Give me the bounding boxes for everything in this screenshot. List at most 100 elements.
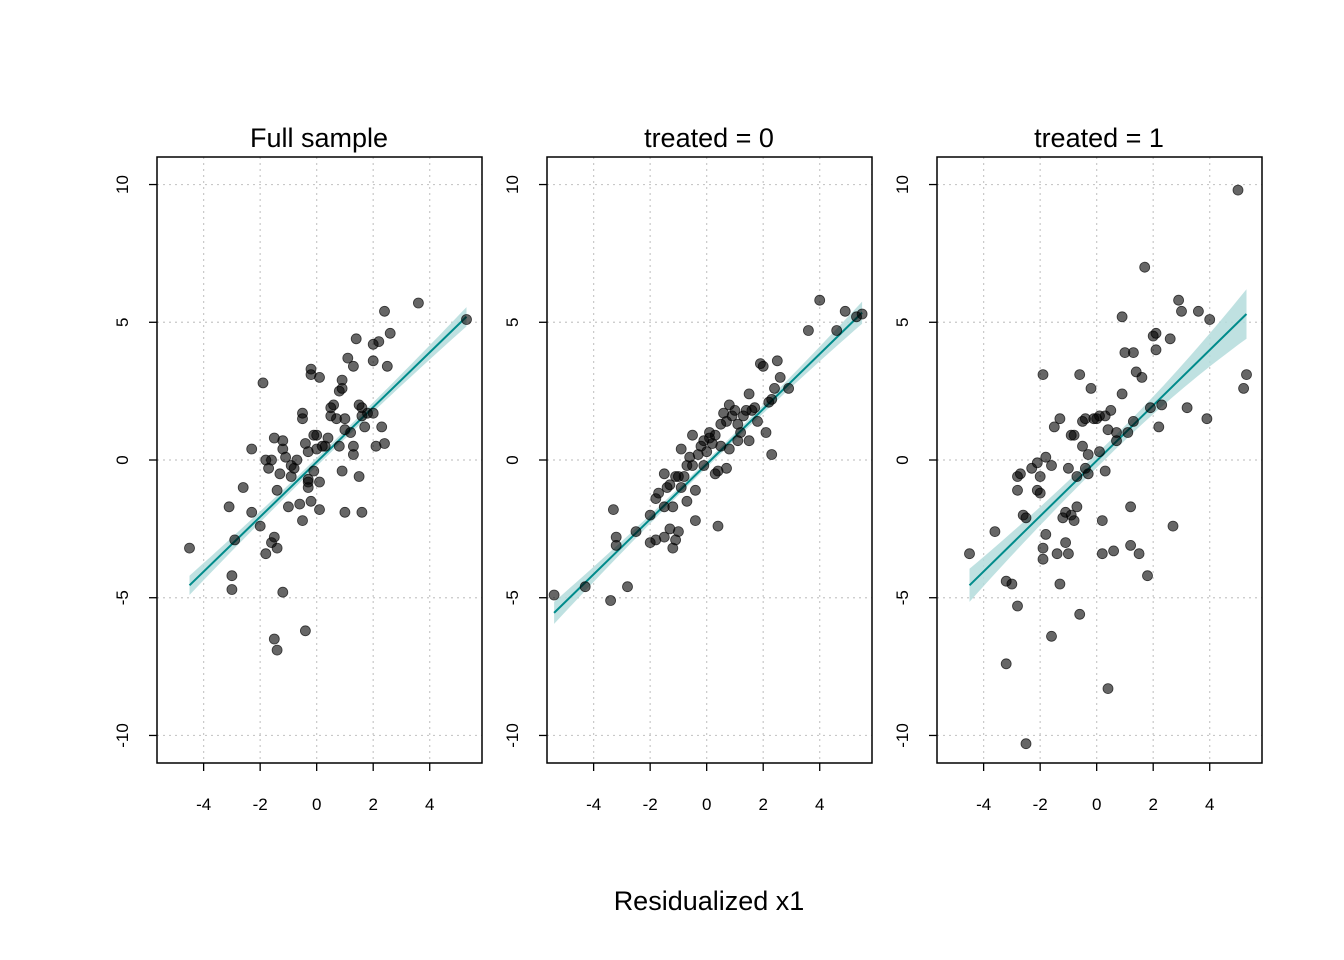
- data-point: [271, 484, 283, 496]
- data-point: [336, 465, 348, 477]
- data-point: [350, 333, 362, 345]
- data-point: [687, 429, 698, 441]
- data-point: [347, 449, 359, 460]
- data-point: [1048, 421, 1060, 433]
- data-point: [1054, 413, 1066, 425]
- y-tick-label: -5: [503, 590, 522, 605]
- data-point: [653, 487, 664, 499]
- data-point: [1238, 382, 1249, 394]
- data-point: [989, 526, 1001, 537]
- data-point: [268, 531, 280, 543]
- data-point: [729, 404, 741, 416]
- x-tick-label: -4: [976, 795, 991, 814]
- data-point: [297, 407, 308, 419]
- y-tick-label: 10: [503, 175, 522, 194]
- data-point: [314, 371, 325, 383]
- data-point: [1108, 545, 1119, 557]
- y-tick-label: 5: [503, 318, 522, 327]
- data-point: [339, 506, 351, 518]
- data-point: [1176, 305, 1187, 317]
- data-point: [376, 421, 388, 433]
- data-point: [1136, 371, 1148, 383]
- data-point: [322, 432, 334, 444]
- data-point: [345, 427, 357, 438]
- data-point: [1063, 462, 1074, 474]
- data-point: [246, 443, 258, 455]
- x-tick-label: 2: [758, 795, 767, 814]
- data-point: [297, 515, 308, 526]
- data-point: [622, 581, 633, 593]
- data-point: [1037, 553, 1049, 565]
- y-tick-label: 0: [113, 455, 132, 464]
- data-point: [1063, 548, 1074, 560]
- data-point: [687, 460, 698, 471]
- data-point: [709, 429, 721, 441]
- data-point: [1204, 314, 1216, 325]
- data-point: [461, 314, 472, 325]
- data-point: [1054, 578, 1066, 590]
- data-point: [1201, 413, 1213, 425]
- data-point: [630, 526, 642, 537]
- x-tick-label: -2: [253, 795, 268, 814]
- data-point: [347, 360, 359, 372]
- data-point: [1046, 630, 1057, 642]
- data-point: [1037, 542, 1049, 554]
- data-point: [1068, 515, 1080, 526]
- data-point: [299, 625, 311, 637]
- data-point: [814, 294, 826, 306]
- data-point: [771, 355, 783, 367]
- data-point: [274, 468, 286, 480]
- data-point: [658, 468, 670, 480]
- data-point: [803, 325, 814, 336]
- data-point: [336, 382, 348, 394]
- data-point: [1150, 327, 1162, 339]
- data-point: [381, 360, 393, 372]
- data-point: [1125, 501, 1136, 513]
- data-point: [579, 581, 591, 593]
- data-point: [1020, 738, 1032, 750]
- data-point: [1116, 311, 1128, 323]
- data-point: [766, 449, 778, 460]
- data-point: [1082, 449, 1094, 460]
- data-point: [229, 534, 241, 546]
- data-point: [305, 495, 317, 507]
- y-tick-label: -5: [113, 590, 132, 605]
- x-tick-label: 2: [1148, 795, 1157, 814]
- data-point: [353, 471, 365, 482]
- data-point: [254, 520, 266, 532]
- data-point: [1153, 421, 1165, 433]
- y-tick-label: 0: [503, 455, 522, 464]
- data-point: [1060, 537, 1071, 548]
- data-point: [294, 498, 306, 510]
- data-point: [1074, 369, 1086, 381]
- data-point: [379, 438, 390, 449]
- fit-line: [968, 313, 1248, 587]
- data-point: [373, 336, 385, 348]
- data-point: [851, 311, 862, 323]
- panel-treated-0: treated = 0 -4 -2 0 2 4 -10 -5 0 5 10: [503, 123, 873, 814]
- data-point: [690, 515, 701, 526]
- y-tick-label: 10: [113, 175, 132, 194]
- data-point: [1156, 399, 1168, 411]
- x-tick-label: -4: [196, 795, 211, 814]
- x-tick-label: 0: [1092, 795, 1101, 814]
- x-tick-label: -2: [643, 795, 658, 814]
- data-point: [314, 504, 325, 516]
- data-point: [1105, 404, 1117, 416]
- x-tick-label: 4: [425, 795, 434, 814]
- fit-line: [188, 316, 468, 587]
- data-point: [1128, 347, 1139, 359]
- data-point: [610, 531, 622, 543]
- data-point: [1020, 512, 1032, 524]
- data-point: [690, 484, 701, 496]
- data-point: [1094, 446, 1105, 458]
- x-tick-label: 0: [312, 795, 321, 814]
- data-point: [608, 504, 619, 516]
- data-point: [1116, 388, 1128, 400]
- data-point: [752, 415, 763, 427]
- data-point: [675, 482, 687, 493]
- data-point: [644, 509, 656, 521]
- data-point: [1068, 429, 1080, 441]
- y-tick-label: -10: [113, 723, 132, 748]
